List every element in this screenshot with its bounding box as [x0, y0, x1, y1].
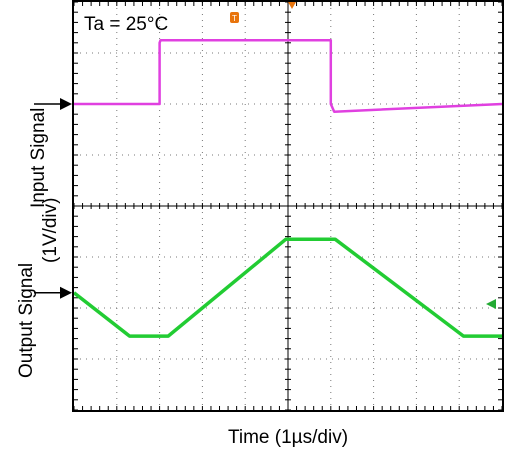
output-signal-trace — [72, 237, 502, 338]
svg-text:T: T — [232, 14, 237, 23]
temperature-annotation: Ta = 25°C — [84, 14, 168, 35]
input-arrow-head — [60, 98, 72, 110]
output-signal-label: Output Signal — [16, 263, 37, 378]
input-arrow-icon — [34, 98, 72, 110]
plot-frame — [72, 0, 504, 412]
trigger-marker-icon: T — [230, 12, 239, 23]
scale-label: (1V/div) — [40, 198, 61, 263]
input-signal-trace — [74, 39, 503, 113]
input-signal-label: Input Signal — [28, 108, 49, 208]
traces — [72, 39, 503, 338]
output-arrow-head — [60, 286, 72, 299]
grid — [73, 1, 503, 411]
x-axis-label: Time (1µs/div) — [228, 427, 348, 448]
level-marker-icon — [486, 299, 496, 309]
output-arrow-icon — [34, 286, 72, 299]
trigger-position-icon — [288, 2, 296, 9]
